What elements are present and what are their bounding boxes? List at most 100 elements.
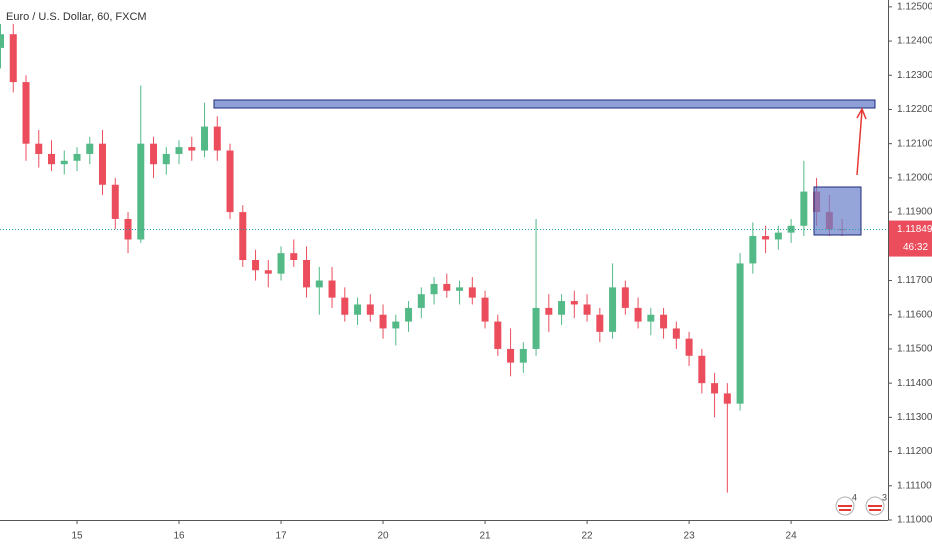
candle-body [86, 143, 94, 154]
candle-body [405, 307, 413, 322]
consolidation-box [813, 186, 862, 236]
candle-body [341, 297, 349, 315]
candle-body [660, 314, 668, 329]
y-tick-label: 1.12200 [897, 104, 932, 115]
candle-body [201, 126, 209, 151]
candle-body [264, 270, 272, 274]
event-icons [835, 496, 885, 516]
candle-body [354, 304, 362, 315]
x-tick-label: 16 [173, 531, 185, 542]
y-tick-label: 1.12100 [897, 138, 932, 149]
candle-body [532, 307, 540, 349]
candle-body [698, 355, 706, 384]
candle-body [507, 348, 515, 363]
candle-body [800, 191, 808, 226]
candle-body [35, 143, 43, 154]
chart-title: Euro / U.S. Dollar, 60, FXCM [6, 11, 147, 23]
candle-body [749, 236, 757, 264]
candle-body [545, 307, 553, 315]
candle-body [443, 283, 451, 291]
candle-body [239, 212, 247, 260]
x-tick-label: 17 [275, 531, 287, 542]
candle-body [723, 393, 731, 404]
y-tick-label: 1.12400 [897, 36, 932, 47]
candle-body [48, 153, 56, 165]
candle-body [175, 147, 183, 154]
candle-body [711, 383, 719, 394]
candle-body [111, 184, 119, 219]
candle-body [430, 283, 438, 295]
candle-body [685, 338, 693, 356]
resistance-zone [213, 99, 876, 109]
candle-body [99, 143, 107, 185]
candle-body [226, 150, 234, 213]
candle-body [0, 34, 5, 48]
y-tick-label: 1.12000 [897, 173, 932, 184]
candle-body [417, 294, 425, 308]
y-tick-label: 1.11500 [897, 344, 932, 355]
candle-body [481, 297, 489, 322]
x-tick-label: 24 [786, 531, 798, 542]
candle-body [621, 287, 629, 308]
candle-body [290, 253, 298, 260]
candle-body [277, 253, 285, 274]
arrow [856, 109, 863, 176]
candle-body [252, 260, 260, 271]
candle-body [468, 287, 476, 298]
candle-body [162, 153, 170, 165]
candle-body [73, 153, 81, 161]
event-count: 3 [882, 492, 887, 502]
candle-body [634, 307, 642, 322]
candles [0, 23, 846, 493]
candle-body [494, 321, 502, 349]
candle-body [583, 304, 591, 315]
candle-body [647, 314, 655, 322]
candle-body [570, 301, 578, 305]
candle-body [609, 287, 617, 332]
x-tick-label: 22 [582, 531, 594, 542]
y-tick-label: 1.11600 [897, 309, 932, 320]
candle-body [150, 143, 158, 165]
x-tick-label: 23 [684, 531, 696, 542]
candle-body [762, 236, 770, 240]
candle-body [596, 314, 604, 332]
last-price-badge [889, 220, 932, 257]
y-tick-label: 1.11000 [897, 515, 932, 526]
y-tick-label: 1.11900 [897, 207, 932, 218]
y-tick-label: 1.11700 [897, 275, 932, 286]
candle-body [787, 225, 795, 233]
candle-body [137, 143, 145, 240]
candle-body [303, 260, 311, 288]
candle-body [328, 280, 336, 298]
last-price-label: 1.11849 [897, 224, 932, 235]
candle-body [366, 304, 374, 315]
y-tick-label: 1.11300 [897, 412, 932, 423]
candle-body [60, 160, 68, 165]
candle-body [9, 34, 17, 83]
y-tick-label: 1.11200 [897, 446, 932, 457]
y-tick-label: 1.12500 [897, 1, 932, 12]
flag [838, 505, 852, 511]
candle-body [558, 301, 566, 315]
candle-body [392, 321, 400, 329]
candle-body [519, 348, 527, 363]
candle-body [213, 126, 221, 151]
flag [868, 505, 882, 511]
event-count: 4 [852, 492, 857, 502]
candle-body [672, 328, 680, 339]
candle-body [456, 287, 464, 291]
arrow-head [856, 107, 867, 120]
y-tick-label: 1.11400 [897, 378, 932, 389]
y-tick-label: 1.11100 [897, 480, 932, 491]
candle-body [379, 314, 387, 329]
y-tick-label: 1.12300 [897, 70, 932, 81]
candle-body [315, 280, 323, 288]
x-tick-label: 20 [377, 531, 389, 542]
x-tick-label: 15 [71, 531, 83, 542]
candle-body [22, 82, 30, 144]
x-tick-label: 21 [479, 531, 491, 542]
candle-body [774, 232, 782, 240]
candle-body [124, 218, 132, 240]
